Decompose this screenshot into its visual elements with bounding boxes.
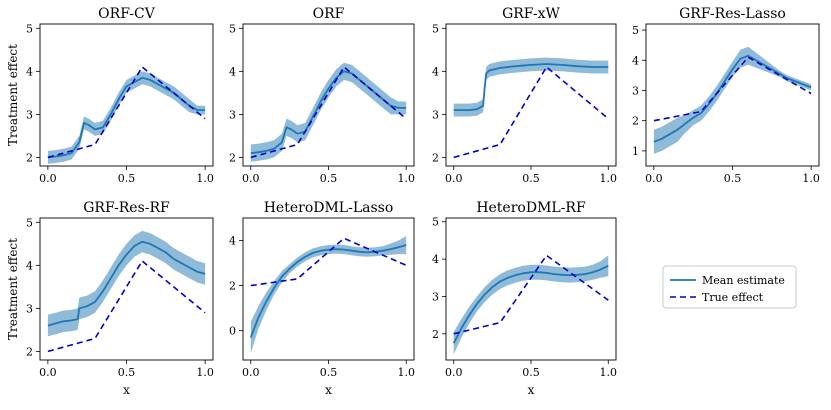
confidence-band <box>250 236 407 354</box>
x-tick-label: 0.0 <box>445 172 463 185</box>
y-tick-label: 0 <box>229 325 236 338</box>
true-effect-line <box>47 65 206 159</box>
x-tick-label: 1.0 <box>196 366 214 379</box>
confidence-band <box>453 255 609 355</box>
x-tick-label: 0.5 <box>320 172 338 185</box>
true-effect-line <box>653 56 812 122</box>
y-tick-label: 5 <box>432 22 439 35</box>
true-effect-line <box>453 65 609 159</box>
x-tick-label: 0.5 <box>118 172 136 185</box>
true-effect-line <box>453 254 609 335</box>
y-tick-label: 2 <box>229 280 236 293</box>
y-tick-label: 4 <box>432 253 439 266</box>
y-tick-label: 4 <box>26 259 33 272</box>
y-tick-label: 3 <box>229 108 236 121</box>
y-tick-label: 4 <box>26 65 33 78</box>
axes-frame <box>39 217 214 361</box>
true-effect-line <box>250 65 407 159</box>
panel-7: 0.0 0.5 1.0 2 3 4 5 HeteroDML-RF x <box>432 200 617 397</box>
panel-title: ORF-CV <box>98 6 156 22</box>
y-tick-label: 3 <box>26 108 33 121</box>
true-effect-line <box>250 237 407 287</box>
y-tick-label: 5 <box>229 22 236 35</box>
x-tick-label: 0.5 <box>522 172 540 185</box>
panel-title: GRF-Res-Lasso <box>679 6 786 22</box>
y-tick-label: 3 <box>432 108 439 121</box>
y-tick-label: 4 <box>229 235 236 248</box>
panel-title: ORF <box>313 6 345 22</box>
y-tick-label: 2 <box>432 151 439 164</box>
y-tick-label: 3 <box>632 84 639 97</box>
y-tick-label: 3 <box>26 302 33 315</box>
x-tick-label: 0.5 <box>320 366 338 379</box>
x-tick-label: 1.0 <box>397 172 415 185</box>
y-tick-label: 1 <box>632 145 639 158</box>
legend-true-label: True effect <box>702 291 764 304</box>
confidence-band <box>653 46 812 154</box>
x-tick-label: 0.0 <box>39 366 57 379</box>
panel-6: 0.0 0.5 1.0 0 2 4 HeteroDML-Lasso x <box>229 200 415 397</box>
x-axis-label: x <box>325 383 332 397</box>
mean-estimate-line <box>653 54 812 143</box>
y-tick-label: 4 <box>632 54 639 67</box>
mean-estimate-line <box>47 240 206 327</box>
legend-box <box>662 265 797 309</box>
confidence-band <box>453 57 609 117</box>
x-tick-label: 0.0 <box>242 366 260 379</box>
x-tick-label: 1.0 <box>397 366 415 379</box>
y-tick-label: 2 <box>26 151 33 164</box>
panel-3: 0.0 0.5 1.0 2 3 4 5 GRF-xW <box>432 6 617 185</box>
x-tick-label: 0.5 <box>522 366 540 379</box>
y-tick-label: 2 <box>632 115 639 128</box>
confidence-band <box>47 71 206 164</box>
y-tick-label: 5 <box>26 22 33 35</box>
panel-5: 0.0 0.5 1.0 2 3 4 5 GRF-Res-RF x Treatment effect <box>6 200 214 397</box>
y-tick-label: 3 <box>432 290 439 303</box>
x-tick-label: 0.5 <box>724 172 742 185</box>
x-tick-label: 1.0 <box>802 172 820 185</box>
axes-frame <box>445 23 617 167</box>
confidence-band <box>47 230 206 337</box>
y-tick-label: 5 <box>632 24 639 37</box>
y-tick-label: 2 <box>229 151 236 164</box>
y-tick-label: 5 <box>432 216 439 229</box>
x-tick-label: 0.0 <box>242 172 260 185</box>
y-tick-label: 2 <box>26 345 33 358</box>
panel-title: HeteroDML-Lasso <box>264 200 394 216</box>
legend: Mean estimate True effect <box>662 265 797 309</box>
mean-estimate-line <box>452 264 609 344</box>
x-tick-label: 1.0 <box>196 172 214 185</box>
x-tick-label: 0.5 <box>118 366 136 379</box>
axes-frame <box>445 217 617 361</box>
panel-title: GRF-xW <box>502 6 560 22</box>
x-tick-label: 1.0 <box>600 366 618 379</box>
panel-title: HeteroDML-RF <box>476 200 586 216</box>
y-tick-label: 5 <box>26 216 33 229</box>
x-axis-label: x <box>123 383 130 397</box>
panel-1: 0.0 0.5 1.0 2 3 4 5 ORF-CV Treatment effect <box>6 6 214 185</box>
confidence-band <box>250 62 407 162</box>
x-axis-label: x <box>528 383 535 397</box>
y-tick-label: 2 <box>432 328 439 341</box>
y-axis-label: Treatment effect <box>6 238 20 340</box>
true-effect-line <box>47 259 206 353</box>
axes-frame <box>39 23 214 167</box>
y-axis-label: Treatment effect <box>6 44 20 146</box>
x-tick-label: 0.0 <box>39 172 57 185</box>
panel-4: 0.0 0.5 1.0 1 2 3 4 5 GRF-Res-Lasso <box>632 6 820 185</box>
panel-2: 0.0 0.5 1.0 2 3 4 5 ORF <box>229 6 415 185</box>
mean-estimate-line <box>249 244 407 338</box>
x-tick-label: 0.0 <box>645 172 663 185</box>
x-tick-label: 1.0 <box>600 172 618 185</box>
mean-estimate-line <box>453 63 609 111</box>
panel-title: GRF-Res-RF <box>83 200 170 216</box>
y-tick-label: 4 <box>229 65 236 78</box>
y-tick-label: 4 <box>432 65 439 78</box>
x-tick-label: 0.0 <box>445 366 463 379</box>
legend-mean-label: Mean estimate <box>702 274 785 287</box>
